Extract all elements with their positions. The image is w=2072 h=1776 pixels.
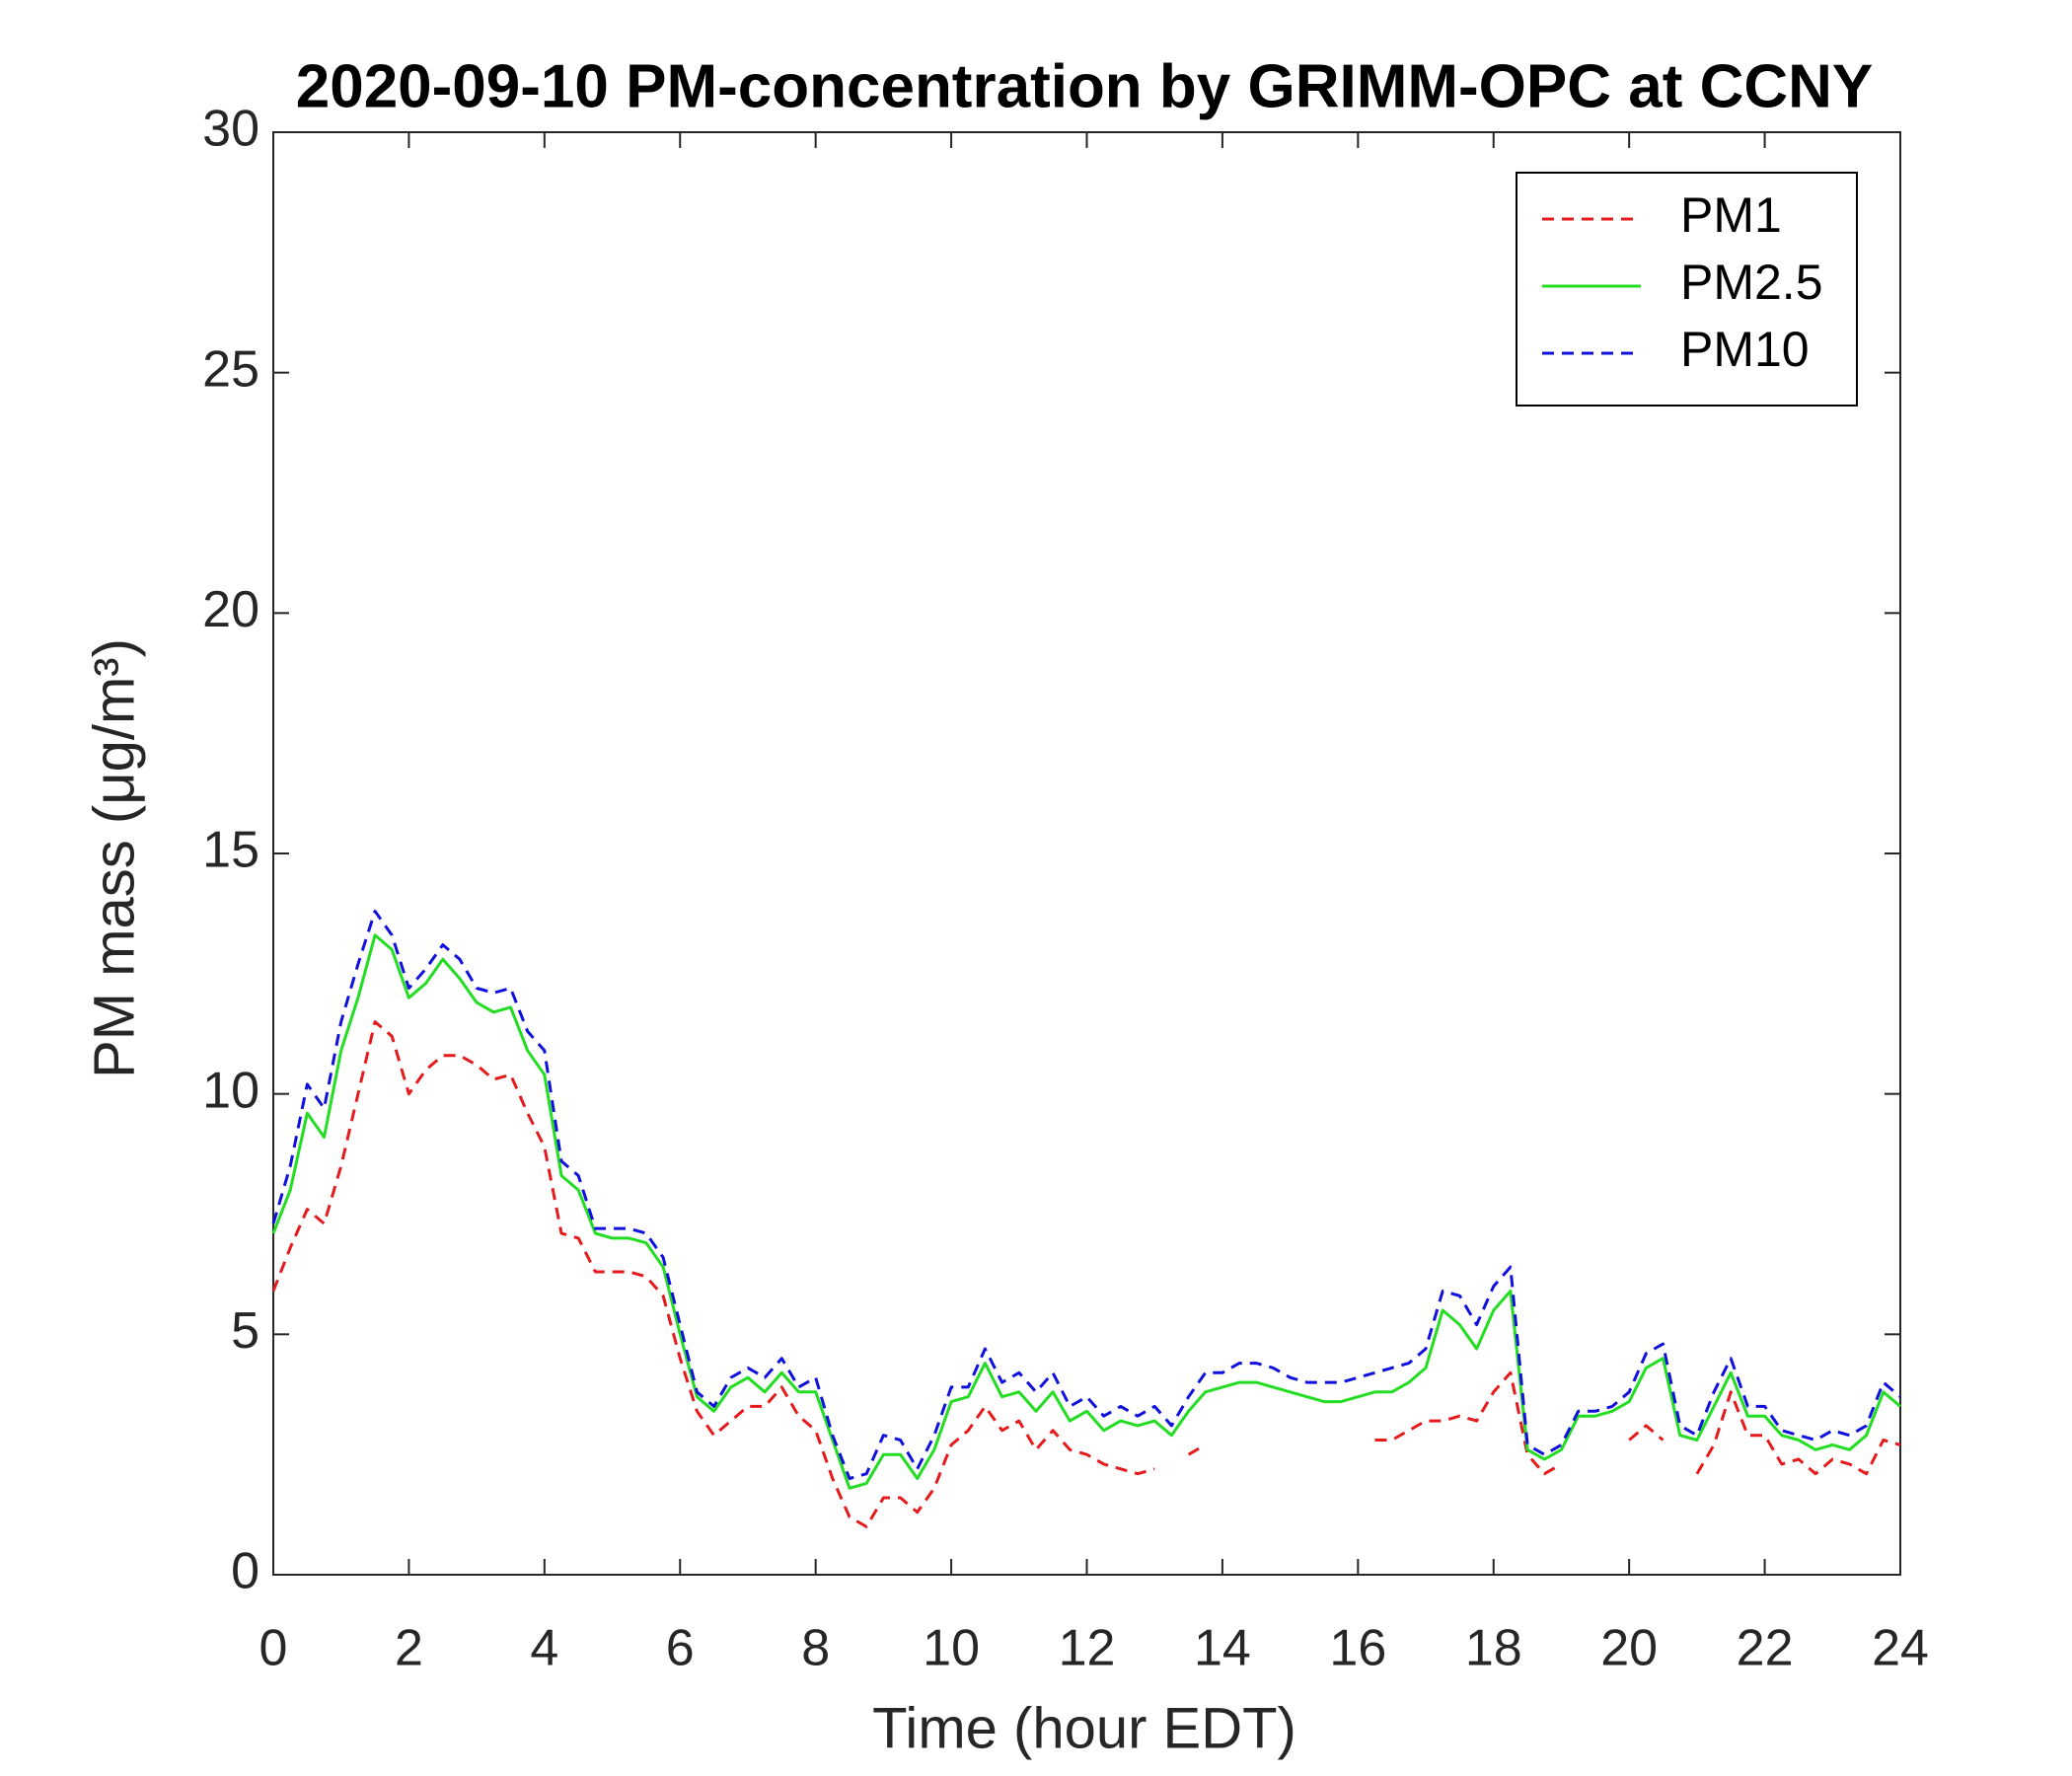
legend-label: PM2.5 — [1680, 255, 1823, 310]
y-axis-label: PM mass (μg/m³) — [82, 638, 146, 1078]
legend-label: PM10 — [1680, 322, 1810, 377]
y-tick-label: 5 — [231, 1302, 259, 1360]
x-axis-label: Time (hour EDT) — [872, 1696, 1296, 1760]
y-tick-label: 10 — [202, 1062, 259, 1119]
y-tick-label: 30 — [202, 101, 259, 158]
series-line — [271, 910, 1901, 1480]
x-tick-label: 4 — [530, 1620, 558, 1677]
y-tick-label: 15 — [202, 822, 259, 879]
x-tick-label: 24 — [1872, 1620, 1929, 1677]
x-tick-label: 22 — [1737, 1620, 1794, 1677]
x-tick-label: 16 — [1329, 1620, 1386, 1677]
series-line — [271, 933, 1901, 1490]
x-tick-label: 8 — [801, 1620, 830, 1677]
x-tick-label: 20 — [1600, 1620, 1658, 1677]
series-line — [271, 1020, 1901, 1528]
x-tick-label: 0 — [259, 1620, 288, 1677]
legend-box — [1516, 172, 1858, 407]
y-tick-label: 0 — [231, 1543, 259, 1600]
y-tick-label: 20 — [202, 581, 259, 638]
x-tick-label: 6 — [666, 1620, 695, 1677]
x-tick-label: 14 — [1194, 1620, 1251, 1677]
x-tick-label: 18 — [1465, 1620, 1522, 1677]
y-tick-label: 25 — [202, 340, 259, 398]
x-tick-label: 2 — [395, 1620, 423, 1677]
x-tick-label: 12 — [1059, 1620, 1116, 1677]
chart-title: 2020-09-10 PM-concentration by GRIMM-OPC… — [296, 52, 1874, 120]
legend-label: PM1 — [1680, 187, 1782, 243]
x-tick-label: 10 — [923, 1620, 980, 1677]
